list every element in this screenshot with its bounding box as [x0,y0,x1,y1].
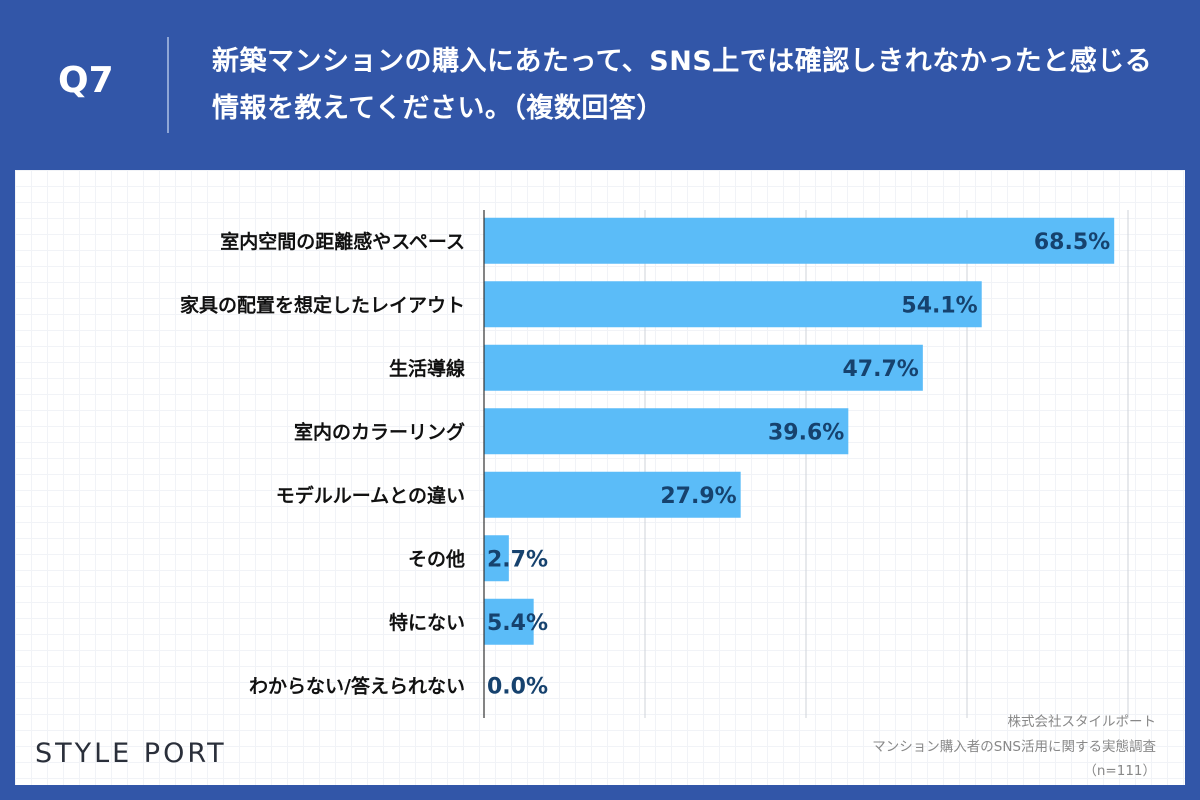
bar [484,217,1115,264]
bar [484,344,923,391]
sample-size: （n=111） [1083,763,1156,779]
value-label: 27.9% [660,484,736,509]
bar [484,408,849,455]
category-label: その他 [408,547,465,570]
category-label: 室内空間の距離感やスペース [220,230,465,253]
value-label: 0.0% [487,674,548,699]
value-label: 68.5% [1034,230,1110,255]
source-survey: マンション購入者のSNS活用に関する実態調査 [872,739,1156,755]
style-port-logo: STYLE PORT [35,738,227,769]
category-label: わからない/答えられない [249,674,465,697]
chart-title: 新築マンションの購入にあたって、SNS上では確認しきれなかったと感じる情報を教え… [212,46,1153,124]
value-label: 39.6% [768,420,844,445]
value-label: 54.1% [901,293,977,318]
divider [167,37,169,133]
source-company: 株式会社スタイルポート [1007,714,1157,730]
bar [484,598,534,645]
category-label: 生活導線 [389,357,465,380]
category-label: モデルルームとの違い [276,484,465,507]
value-label: 5.4% [487,611,548,636]
category-label: 室内のカラーリング [294,420,465,443]
bar [484,535,509,582]
category-label: 特にない [389,612,465,634]
bar [484,471,741,518]
value-label: 47.7% [843,357,919,382]
question-number: Q7 [58,60,114,101]
bar [484,281,982,328]
value-label: 2.7% [487,547,548,572]
category-label: 家具の配置を想定したレイアウト [180,293,465,316]
